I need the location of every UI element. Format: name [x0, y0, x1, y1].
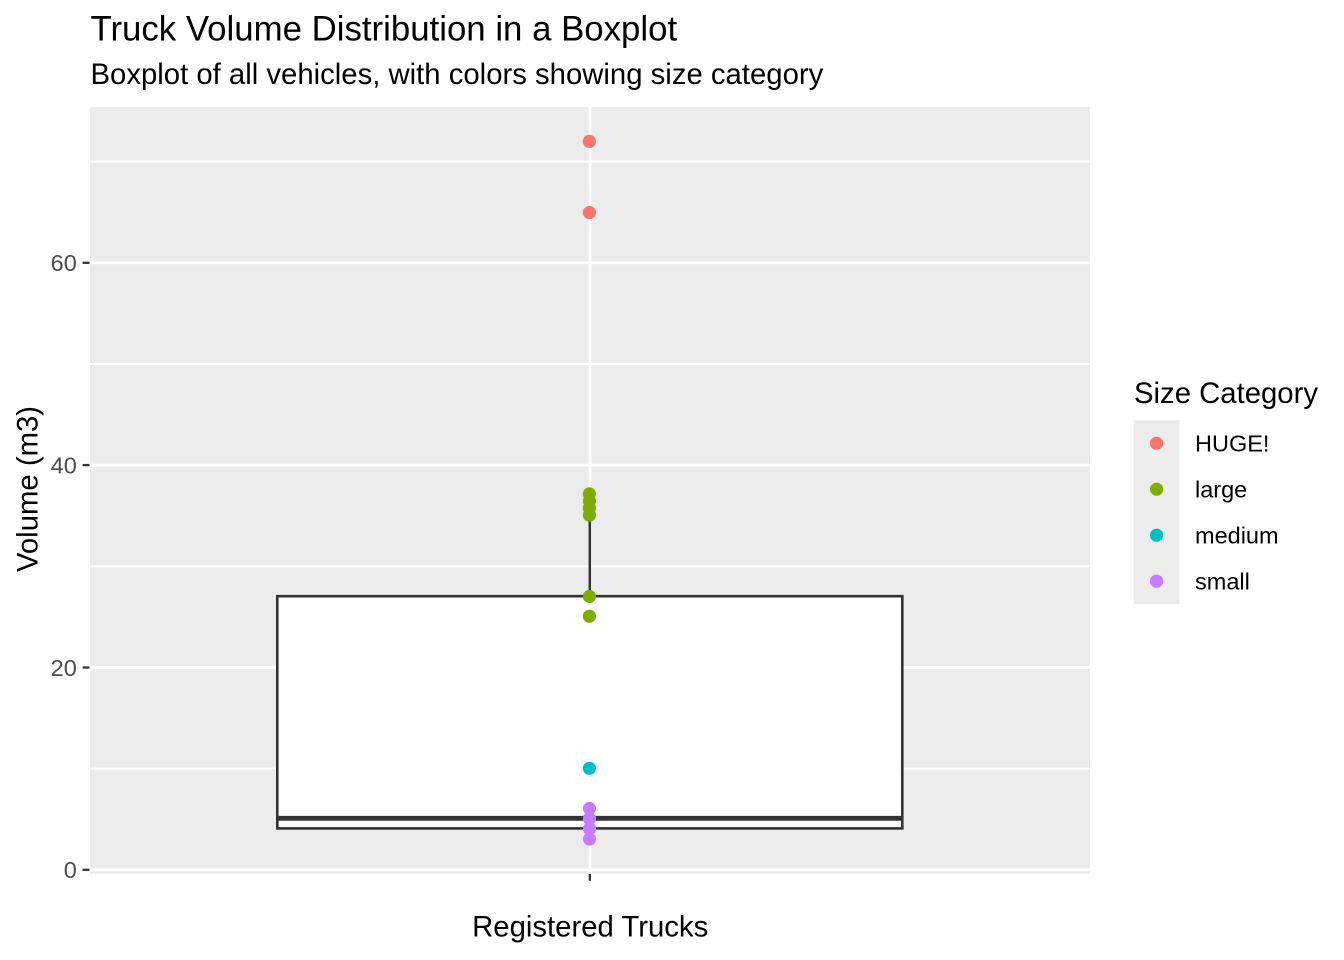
svg-text:Size Category: Size Category — [1134, 377, 1318, 410]
svg-text:60: 60 — [51, 250, 77, 276]
svg-text:40: 40 — [51, 453, 77, 479]
svg-text:HUGE!: HUGE! — [1195, 431, 1269, 457]
svg-text:medium: medium — [1195, 523, 1279, 549]
svg-text:Volume (m3): Volume (m3) — [11, 406, 44, 572]
svg-text:0: 0 — [64, 857, 77, 883]
svg-text:large: large — [1195, 477, 1247, 503]
svg-text:Truck Volume Distribution in a: Truck Volume Distribution in a Boxplot — [91, 10, 678, 49]
svg-text:Boxplot of all vehicles, with: Boxplot of all vehicles, with colors sho… — [91, 58, 824, 91]
svg-text:small: small — [1195, 569, 1250, 595]
svg-text:Registered Trucks: Registered Trucks — [472, 911, 708, 944]
svg-text:20: 20 — [51, 655, 77, 681]
